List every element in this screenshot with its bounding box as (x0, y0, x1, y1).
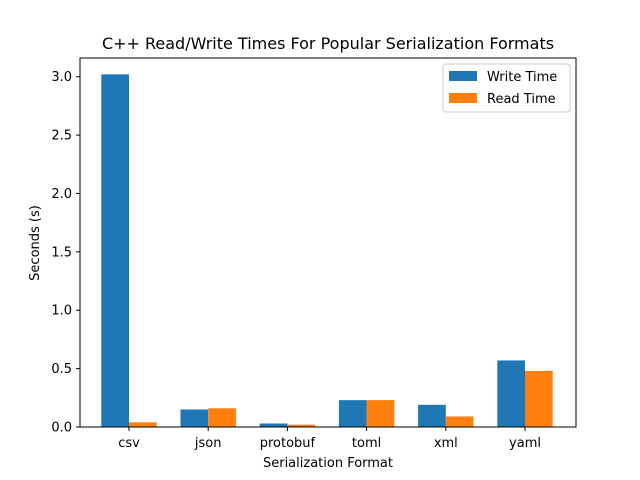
y-axis-label: Seconds (s) (28, 205, 43, 281)
y-tick-label: 1.5 (51, 245, 72, 260)
legend: Write Time Read Time (442, 63, 571, 113)
legend-swatch (449, 93, 477, 103)
chart-title: C++ Read/Write Times For Popular Seriali… (102, 34, 554, 53)
bar-read-time-toml (366, 400, 395, 427)
y-tick-label: 0.5 (51, 362, 72, 377)
bar-read-time-protobuf (287, 424, 316, 427)
x-tick-label: xml (434, 436, 458, 451)
plot-area: csv json protobuf toml xml yaml 0.0 0.5 1.0 1.5 2.… (51, 57, 577, 451)
legend-label: Write Time (487, 70, 557, 85)
x-axis-label: Serialization Format (263, 456, 393, 471)
x-tick-label: protobuf (260, 436, 316, 451)
bar-write-time-yaml (497, 360, 525, 427)
y-tick-label: 1.0 (51, 304, 72, 319)
y-tick-label: 2.5 (51, 129, 72, 144)
bar-read-time-json (208, 408, 236, 427)
x-tick-label: yaml (509, 436, 541, 451)
bar-read-time-csv (129, 422, 157, 427)
bar-write-time-xml (418, 404, 446, 427)
y-tick-label: 2.0 (51, 187, 72, 202)
y-tick-label: 0.0 (51, 421, 72, 436)
bar-write-time-json (180, 409, 209, 427)
x-tick-label: json (194, 436, 222, 451)
x-tick-label: toml (352, 436, 381, 451)
bar-write-time-protobuf (259, 423, 288, 427)
y-tick-label: 3.0 (51, 70, 72, 85)
bar-read-time-yaml (525, 370, 553, 427)
legend-swatch (449, 71, 477, 81)
x-tick-label: csv (118, 436, 140, 451)
bar-read-time-xml (445, 416, 474, 427)
bar-write-time-csv (101, 74, 129, 427)
legend-label: Read Time (487, 92, 556, 107)
plot-frame (79, 57, 577, 428)
bar-write-time-toml (338, 400, 367, 427)
